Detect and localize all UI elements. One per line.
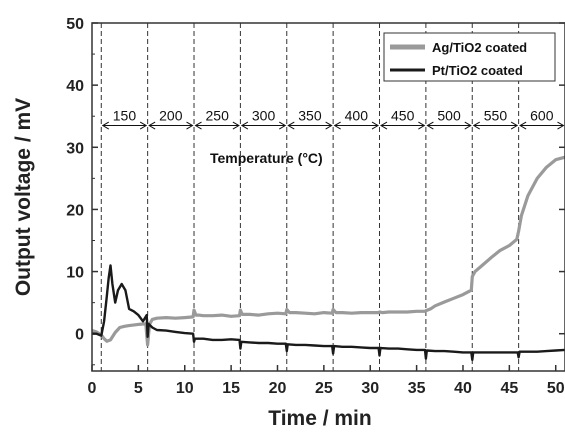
series-layer: [91, 155, 565, 361]
x-tick-label: 40: [454, 380, 472, 397]
temperature-label: 300: [252, 108, 276, 124]
x-tick-label: 35: [408, 380, 426, 397]
temperature-arrow: [333, 121, 380, 130]
temperature-label: 350: [298, 108, 322, 124]
y-tick-label: 10: [66, 265, 84, 282]
legend: Ag/TiO2 coated Pt/TiO2 coated: [383, 32, 556, 82]
plot-frame: [91, 22, 565, 372]
legend-label-pt: Pt/TiO2 coated: [432, 63, 523, 78]
temperature-label: 550: [484, 108, 508, 124]
y-tick-label: 0: [75, 327, 84, 344]
y-tick-label: 20: [66, 202, 84, 219]
temperature-arrow: [101, 121, 148, 130]
temperature-label: 200: [159, 108, 183, 124]
temperature-label: 500: [437, 108, 461, 124]
temperature-arrow: [240, 121, 287, 130]
y-tick-label: 40: [66, 78, 84, 95]
temperature-arrow: [426, 121, 472, 130]
series-line-pt: [92, 264, 565, 361]
temperature-label: 450: [391, 108, 415, 124]
x-tick-label: 45: [500, 380, 518, 397]
temperature-arrow: [148, 121, 194, 130]
temperature-arrow: [287, 121, 333, 130]
temperature-label: 400: [345, 108, 369, 124]
x-tick-label: 30: [361, 380, 379, 397]
x-tick-label: 0: [88, 380, 97, 397]
x-axis-title: Time / min: [268, 407, 371, 430]
legend-label-ag: Ag/TiO2 coated: [432, 40, 527, 55]
temperature-annotation: Temperature (°C): [210, 150, 323, 166]
temperature-label: 150: [113, 108, 137, 124]
x-tick-label: 5: [134, 380, 143, 397]
temperature-arrows: 150 200 250 300 350 400 450 500 550 600: [101, 108, 565, 130]
series-line-ag: [91, 155, 565, 347]
temperature-arrow: [519, 121, 565, 130]
x-tick-label: 25: [315, 380, 333, 397]
temperature-label: 600: [530, 108, 554, 124]
y-tick-label: 30: [66, 140, 84, 157]
temperature-arrow: [380, 121, 426, 130]
x-tick-label: 15: [222, 380, 240, 397]
y-tick-label: 50: [66, 16, 84, 33]
x-tick-label: 10: [176, 380, 194, 397]
y-axis-title: Output voltage / mV: [12, 98, 35, 296]
legend-box: [383, 32, 556, 82]
temperature-label: 250: [206, 108, 230, 124]
temperature-arrow: [472, 121, 519, 130]
temperature-arrow: [194, 121, 240, 130]
x-tick-label: 20: [269, 380, 287, 397]
x-tick-label: 50: [547, 380, 565, 397]
